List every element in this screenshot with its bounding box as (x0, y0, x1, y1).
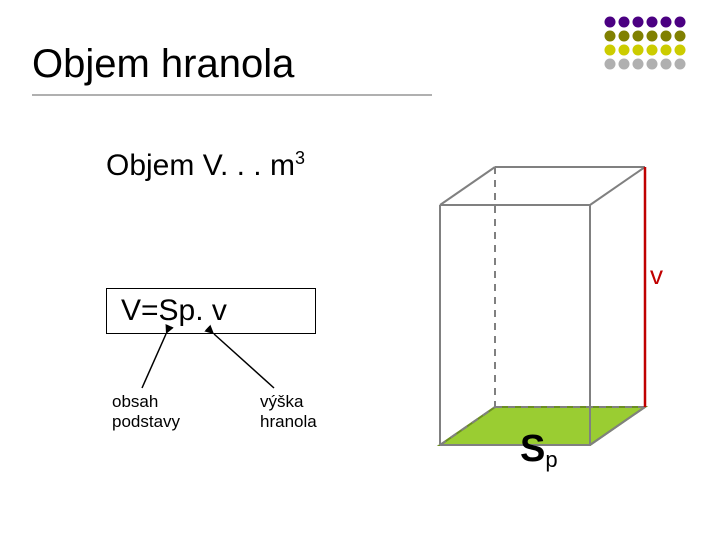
slide-title: Objem hranola (32, 42, 294, 87)
subtitle: Objem V. . . m3 (106, 148, 305, 183)
label-obsah-line1: obsah (112, 392, 180, 412)
sp-big: S (520, 428, 545, 470)
subtitle-text: Objem V. . . m (106, 149, 295, 182)
label-vyska-hranola: výška hranola (260, 392, 317, 433)
label-obsah-podstavy: obsah podstavy (112, 392, 180, 433)
prism-diagram (420, 145, 680, 475)
formula-box: V=Sp. v (106, 288, 316, 334)
title-underline (32, 94, 432, 96)
formula-text: V=Sp. v (121, 294, 227, 328)
label-vyska-line2: hranola (260, 412, 317, 432)
base-area-label: Sp (520, 428, 558, 471)
sp-subscript: p (545, 447, 557, 472)
subtitle-exponent: 3 (295, 148, 305, 168)
decorative-dots (600, 12, 700, 87)
label-obsah-line2: podstavy (112, 412, 180, 432)
height-label-v: v (650, 260, 663, 291)
label-vyska-line1: výška (260, 392, 317, 412)
